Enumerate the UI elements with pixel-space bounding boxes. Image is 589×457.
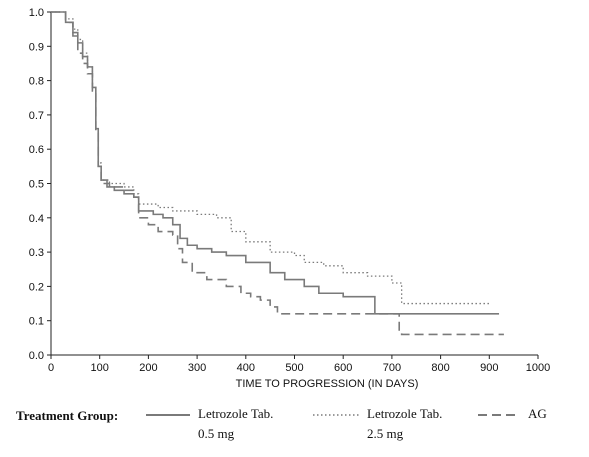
y-tick-label: 0.9 <box>29 41 44 53</box>
y-tick-label: 0.8 <box>29 76 44 88</box>
y-tick-label: 0.0 <box>29 350 44 362</box>
series-layer <box>51 11 504 336</box>
y-tick-label: 0.2 <box>29 281 44 293</box>
x-tick-label: 200 <box>139 362 157 374</box>
x-tick-label: 1000 <box>526 362 550 374</box>
x-tick-label: 800 <box>431 362 449 374</box>
y-tick-label: 0.3 <box>29 247 44 259</box>
x-tick-label: 0 <box>48 362 54 374</box>
x-tick-label: 100 <box>91 362 109 374</box>
x-axis-title: TIME TO PROGRESSION (IN DAYS) <box>236 378 419 390</box>
y-tick-label: 0.4 <box>29 213 44 225</box>
legend-label-series-2-line2: 2.5 mg <box>367 426 404 441</box>
y-tick-label: 0.7 <box>29 110 44 122</box>
legend-label-series-1-line2: 0.5 mg <box>198 426 235 441</box>
y-tick-label: 0.1 <box>29 316 44 328</box>
y-axis-ticks: 0.0 0.1 0.2 0.3 0.4 0.5 0.6 0.7 0.8 0.9 1.0 <box>29 7 51 362</box>
legend-label-series-2-line1: Letrozole Tab. <box>367 406 442 421</box>
x-tick-label: 300 <box>188 362 206 374</box>
x-tick-label: 600 <box>334 362 352 374</box>
legend-title: Treatment Group: <box>16 408 118 423</box>
y-tick-label: 1.0 <box>29 7 44 19</box>
x-tick-label: 700 <box>383 362 401 374</box>
y-tick-label: 0.6 <box>29 144 44 156</box>
x-tick-label: 400 <box>237 362 255 374</box>
x-tick-label: 900 <box>480 362 498 374</box>
series-line-dotted <box>51 11 490 305</box>
series-line-dashed <box>51 11 504 336</box>
x-tick-label: 500 <box>285 362 303 374</box>
y-tick-label: 0.5 <box>29 179 44 191</box>
series-line-solid <box>51 11 500 315</box>
legend: Treatment Group: Letrozole Tab. 0.5 mg L… <box>16 406 547 441</box>
plot-area: 0.0 0.1 0.2 0.3 0.4 0.5 0.6 0.7 0.8 0.9 1.0 0 100 20… <box>29 7 551 390</box>
legend-label-series-1-line1: Letrozole Tab. <box>198 406 273 421</box>
x-axis-ticks: 0 100 200 300 400 500 600 700 800 900 1000 <box>48 355 550 374</box>
legend-label-series-3: AG <box>528 406 547 421</box>
